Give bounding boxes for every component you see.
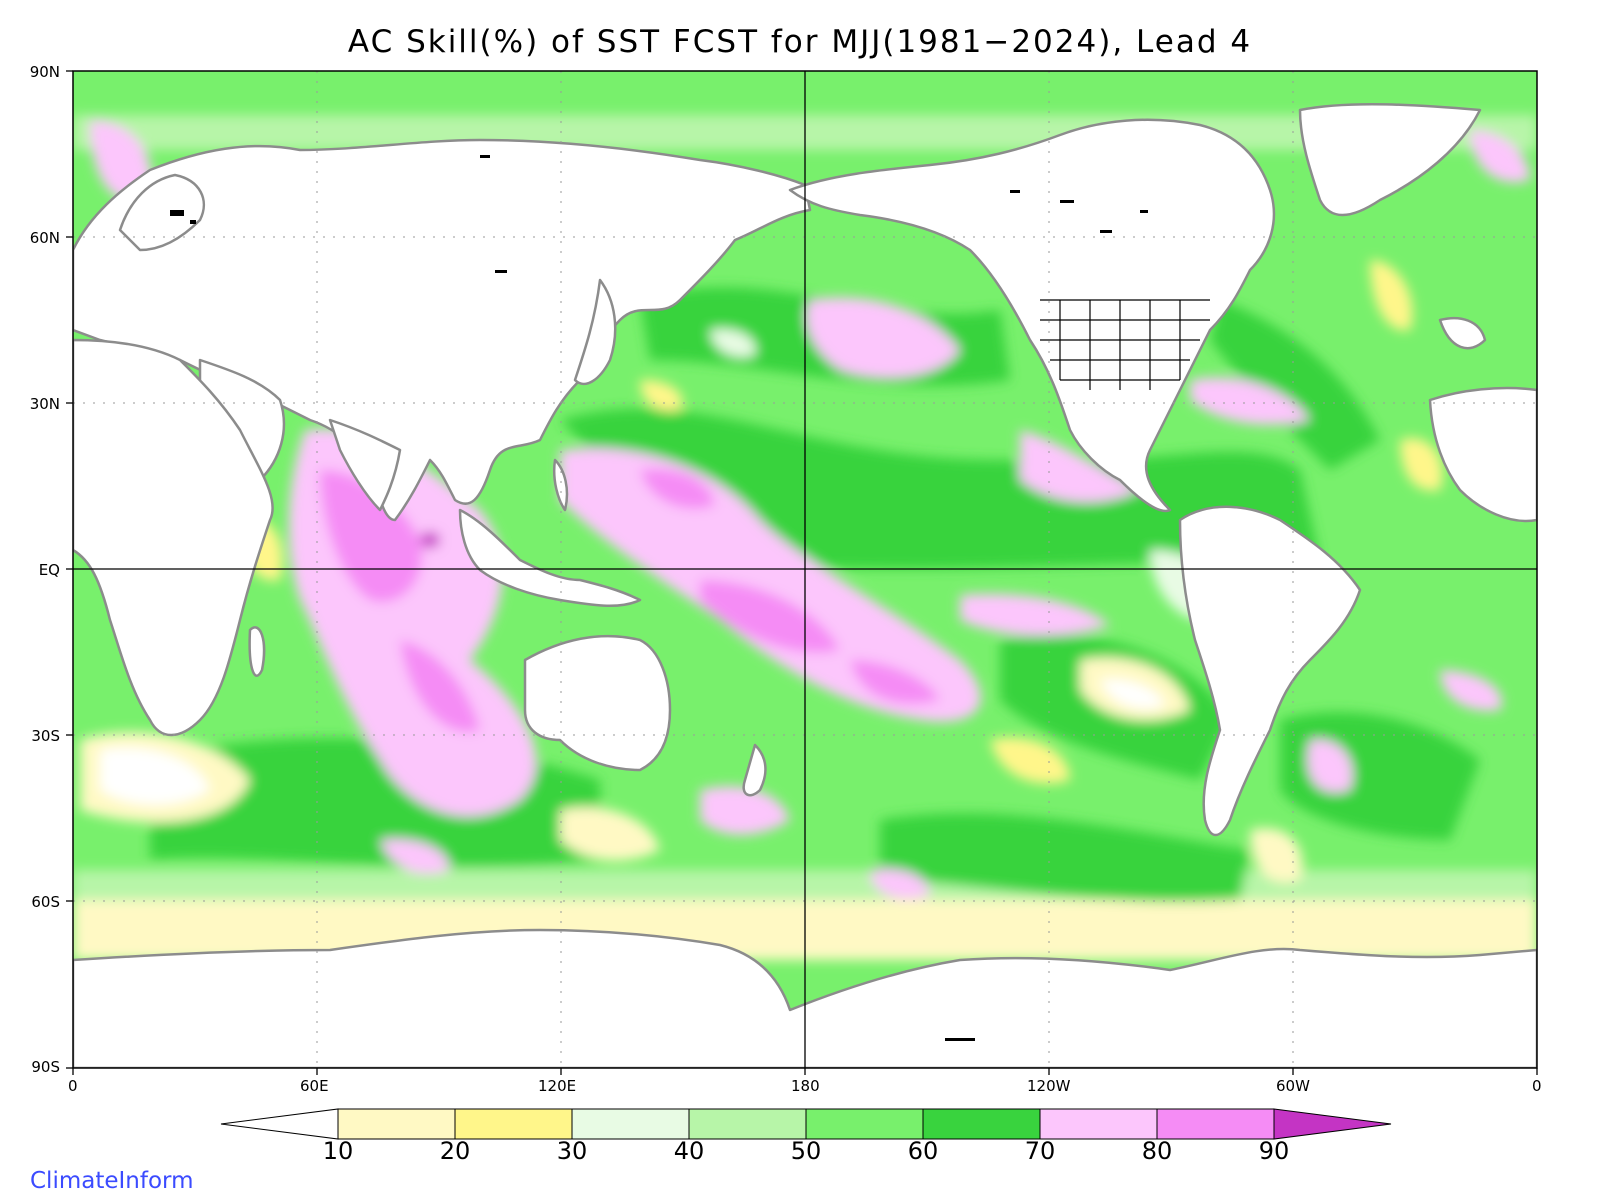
colorbar-label-40: 40 [673,1137,705,1165]
lon-label-60e: 60E [300,1077,329,1095]
colorbar-segment [805,1108,924,1140]
colorbar-segment [688,1108,807,1140]
colorbar-segment [1039,1108,1158,1140]
lon-label-0-east: 0 [1532,1077,1542,1095]
lat-label-30n: 30N [29,395,60,413]
lon-label-60w: 60W [1276,1077,1310,1095]
lon-label-0: 0 [68,1077,78,1095]
colorbar-label-90: 90 [1258,1137,1290,1165]
lat-label-30s: 30S [31,727,60,745]
lat-label-60n: 60N [29,229,60,247]
colorbar-segment [1273,1108,1392,1140]
land [73,102,1537,1068]
lakes [170,155,1148,1041]
colorbar-segment [571,1108,690,1140]
colorbar-segment [220,1108,339,1140]
colorbar-label-50: 50 [790,1137,822,1165]
colorbar-segment [454,1108,573,1140]
colorbar-label-80: 80 [1141,1137,1173,1165]
colorbar-label-10: 10 [322,1137,354,1165]
ocean-skill-field [73,71,1537,1068]
lon-label-120w: 120W [1027,1077,1071,1095]
colorbar-segment [1156,1108,1275,1140]
lat-label-60s: 60S [31,893,60,911]
lat-label-90s: 90S [31,1058,60,1076]
lat-label-90n: 90N [29,63,60,81]
colorbar-label-60: 60 [907,1137,939,1165]
colorbar-label-30: 30 [556,1137,588,1165]
colorbar-segment [922,1108,1041,1140]
colorbar-segment [337,1108,456,1140]
brand-label: ClimateInform [30,1168,194,1194]
colorbar-label-20: 20 [439,1137,471,1165]
colorbar [220,1108,1392,1140]
axis-ticks [66,70,1538,1075]
lat-label-eq: EQ [38,561,60,579]
us-states [1040,299,1210,390]
map-title: AC Skill(%) of SST FCST for MJJ(1981−202… [347,24,1253,60]
lon-label-180: 180 [791,1077,820,1095]
lon-label-120e: 120E [538,1077,577,1095]
colorbar-label-70: 70 [1024,1137,1056,1165]
